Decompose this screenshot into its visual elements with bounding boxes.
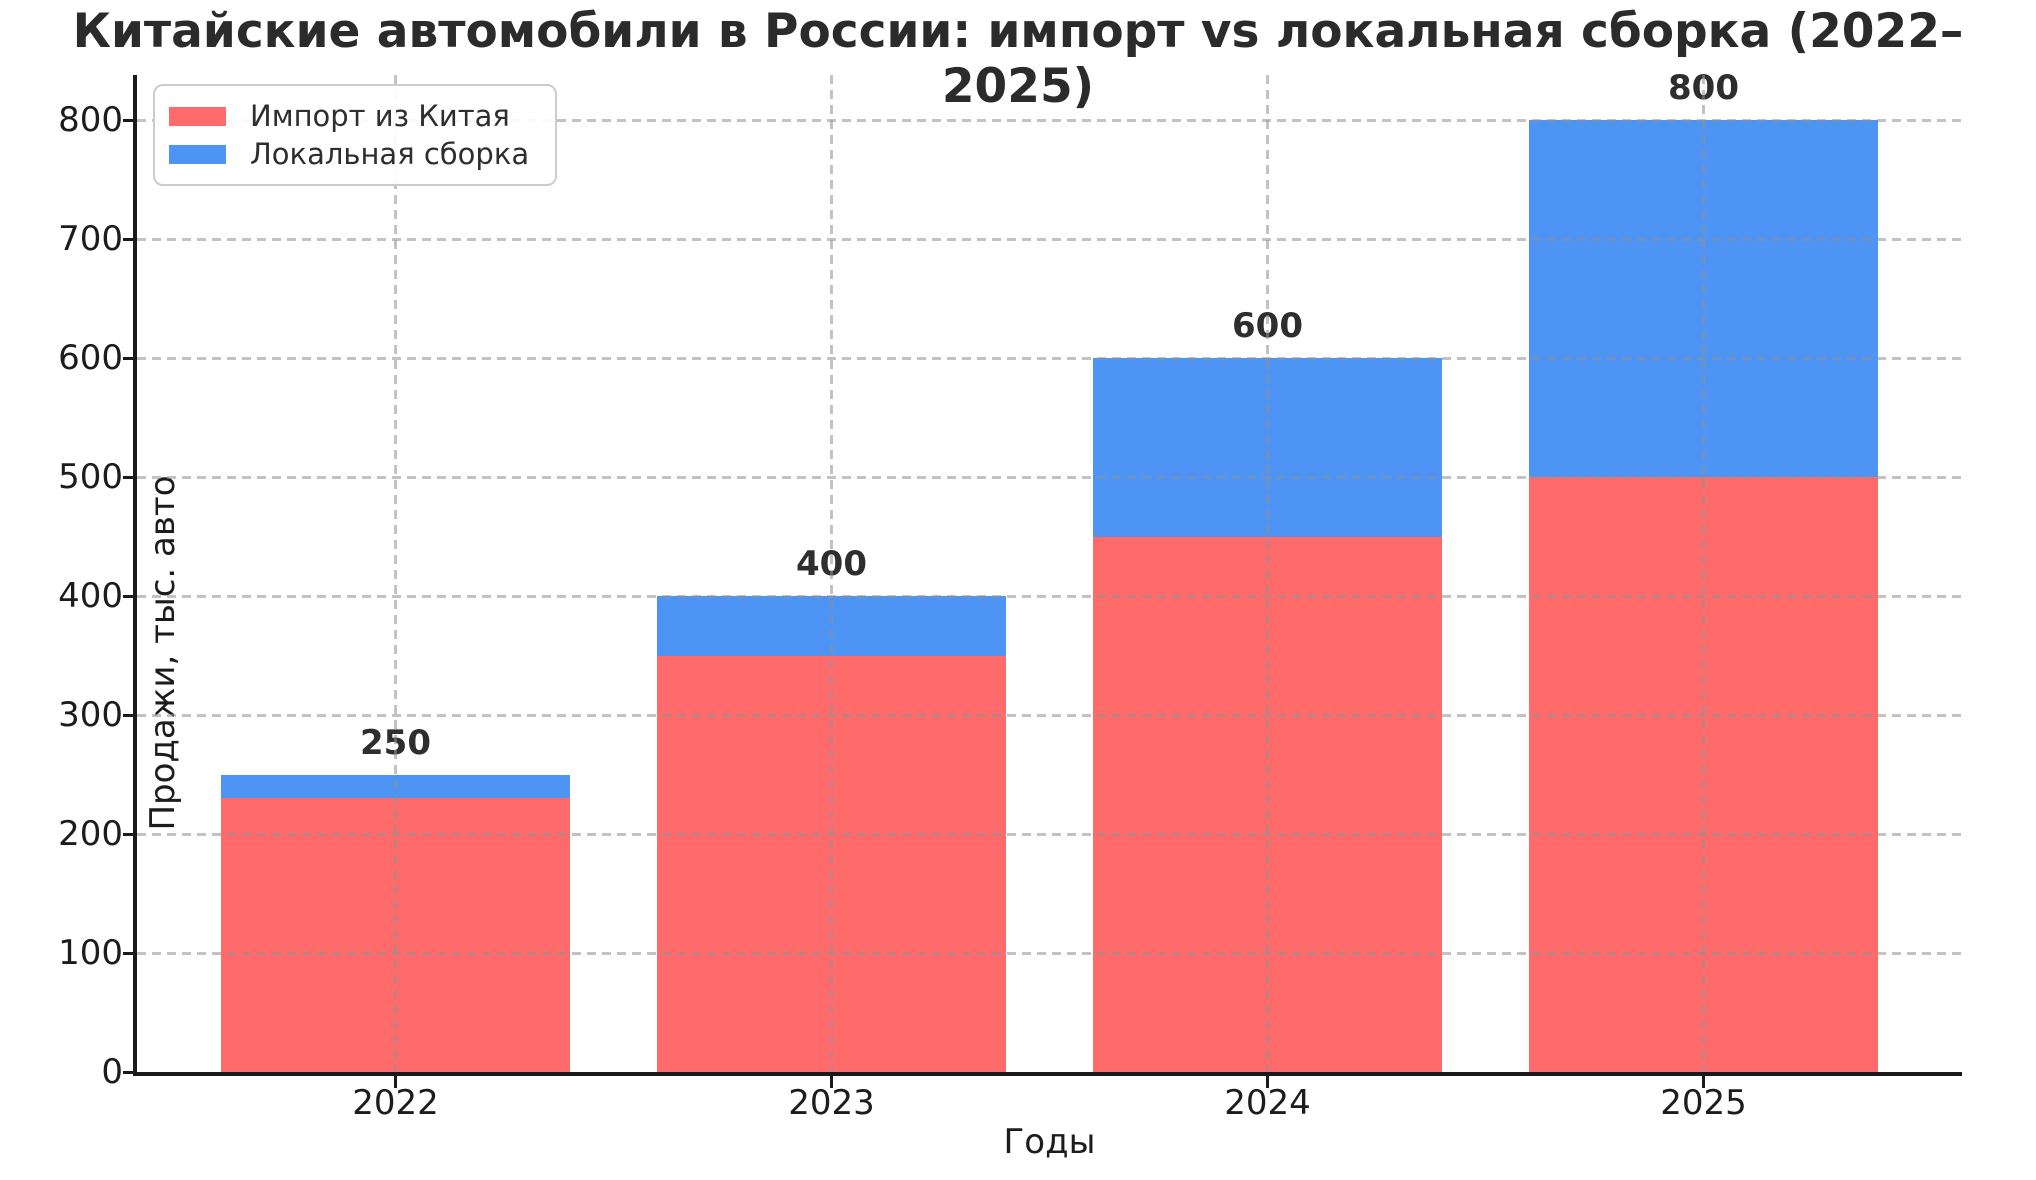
bars-layer: 250 400 600 800 [137, 68, 1962, 1072]
bar-total-label-2024: 600 [1232, 306, 1303, 347]
bar-total-label-2022: 250 [360, 722, 431, 763]
bar-2022-import-segment [221, 798, 570, 1072]
legend-label-import: Импорт из Китая [250, 99, 510, 133]
legend-item-local: Локальная сборка [169, 135, 529, 173]
y-tick-label-0: 0 [101, 1052, 123, 1092]
bar-2024-import-segment [1093, 536, 1442, 1072]
x-tick-label-2024: 2024 [1224, 1083, 1311, 1123]
y-tick-400 [123, 594, 137, 598]
bar-total-label-2023: 400 [796, 544, 867, 585]
bar-2023-local-segment [657, 596, 1006, 656]
bar-2025-local-segment [1529, 120, 1878, 478]
y-tick-label-200: 200 [58, 814, 123, 855]
y-tick-label-700: 700 [58, 219, 123, 260]
bar-2025-import-segment [1529, 477, 1878, 1072]
y-tick-100 [123, 951, 137, 955]
x-axis-title: Годы [1003, 1122, 1096, 1162]
x-axis-spine [133, 1072, 1962, 1076]
legend-item-import: Импорт из Китая [169, 97, 529, 135]
y-tick-label-400: 400 [58, 576, 123, 617]
y-tick-700 [123, 237, 137, 241]
bar-total-label-2025: 800 [1668, 68, 1739, 109]
legend-label-local: Локальная сборка [250, 137, 530, 171]
y-tick-label-800: 800 [58, 100, 123, 141]
x-tick-2025 [1702, 1076, 1705, 1088]
y-tick-label-500: 500 [58, 457, 123, 498]
y-tick-800 [123, 118, 137, 122]
bar-2022-local-segment [221, 774, 570, 799]
x-tick-2023 [830, 1076, 833, 1088]
legend: Импорт из Китая Локальная сборка [153, 84, 558, 186]
x-tick-label-2022: 2022 [352, 1083, 439, 1123]
x-tick-label-2025: 2025 [1660, 1083, 1747, 1123]
x-tick-2022 [394, 1076, 397, 1088]
bar-2024-local-segment [1093, 358, 1442, 537]
bar-2023-import-segment [657, 655, 1006, 1072]
y-tick-600 [123, 356, 137, 360]
plot-area: 250 400 600 800 Импорт из Китая Локальная сб… [123, 68, 1962, 1088]
y-tick-label-300: 300 [58, 695, 123, 736]
y-tick-300 [123, 713, 137, 717]
y-tick-200 [123, 832, 137, 836]
y-tick-label-600: 600 [58, 338, 123, 379]
legend-swatch-local [169, 144, 226, 164]
x-tick-2024 [1266, 1076, 1269, 1088]
y-tick-500 [123, 475, 137, 479]
chart-title: Китайские автомобили в России: импорт vs… [72, 4, 1964, 114]
y-tick-label-100: 100 [58, 933, 123, 974]
y-tick-0 [123, 1070, 137, 1074]
legend-swatch-import [169, 106, 226, 126]
y-axis-spine [133, 75, 137, 1076]
x-tick-label-2023: 2023 [788, 1083, 875, 1123]
ticks-layer [123, 75, 1962, 1088]
